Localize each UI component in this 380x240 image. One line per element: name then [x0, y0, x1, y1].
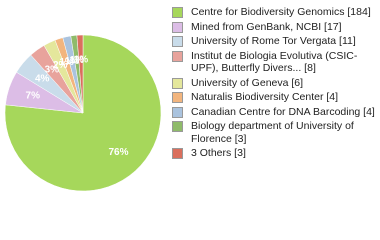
legend-item: Centre for Biodiversity Genomics [184]	[172, 6, 377, 19]
slice-label: 1%	[74, 55, 89, 66]
slice-label: 1%	[59, 57, 74, 68]
legend-label: Centre for Biodiversity Genomics [184]	[191, 6, 371, 18]
legend-item: Mined from GenBank, NCBI [17]	[172, 21, 377, 34]
legend-label: Biology department of University of Flor…	[191, 120, 354, 145]
legend-swatch	[172, 7, 183, 18]
legend-label: 3 Others [3]	[191, 147, 246, 159]
legend-swatch	[172, 92, 183, 103]
legend-item: Canadian Centre for DNA Barcoding [4]	[172, 106, 377, 119]
legend-label: Institut de Biologia Evolutiva (CSIC-UPF…	[191, 49, 358, 75]
slice-label: 1%	[65, 56, 80, 67]
legend-swatch	[172, 36, 183, 47]
legend-label: Canadian Centre for DNA Barcoding [4]	[191, 105, 375, 118]
legend-swatch	[172, 106, 183, 118]
slice-label: 1%	[70, 55, 85, 66]
legend-item: Biology department of University of Flor…	[172, 120, 377, 145]
legend: Centre for Biodiversity Genomics [184] Mi…	[172, 6, 377, 162]
legend-item: Institut de Biologia Evolutiva (CSIC-UPF…	[172, 50, 377, 75]
slice-label: 76%	[108, 147, 128, 158]
legend-swatch	[172, 50, 183, 62]
legend-label: Mined from GenBank, NCBI [17]	[191, 20, 342, 33]
legend-swatch	[172, 121, 183, 132]
legend-item: University of Geneva [6]	[172, 77, 377, 90]
legend-item: University of Rome Tor Vergata [11]	[172, 35, 377, 48]
legend-label: University of Geneva [6]	[191, 76, 304, 89]
legend-item: Naturalis Biodiversity Center [4]	[172, 91, 377, 104]
pie-chart: 76%7%4%3%2%1%1%1%1%	[4, 34, 162, 192]
legend-swatch	[172, 148, 183, 159]
legend-label: University of Rome Tor Vergata [11]	[191, 35, 356, 47]
slice-label: 3%	[45, 65, 60, 76]
legend-swatch	[172, 21, 183, 33]
legend-item: 3 Others [3]	[172, 147, 377, 160]
legend-label: Naturalis Biodiversity Center [4]	[191, 91, 339, 103]
slice-label: 2%	[53, 60, 68, 71]
pie-slice	[76, 34, 84, 114]
slice-label: 4%	[35, 74, 50, 85]
slice-label: 7%	[26, 91, 41, 102]
legend-swatch	[172, 77, 183, 89]
